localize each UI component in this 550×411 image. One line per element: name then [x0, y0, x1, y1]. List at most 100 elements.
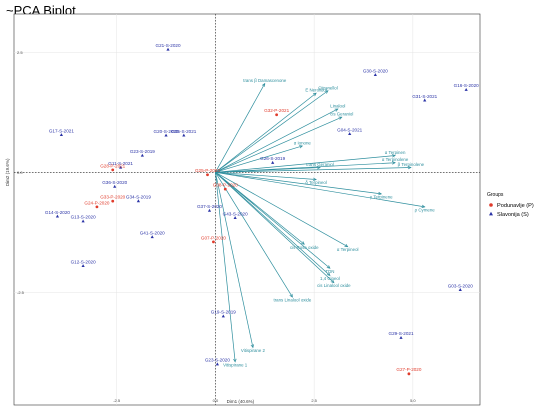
vector-label: E Nerolidol: [305, 88, 326, 93]
point-label: G16-S-2020: [454, 83, 479, 88]
vector-label: TDN: [325, 269, 334, 274]
loading-vector-arrowhead: [326, 272, 331, 277]
data-point: [207, 208, 212, 212]
data-point: [150, 235, 154, 239]
data-point: [206, 173, 209, 177]
loading-vector-arrowhead: [324, 90, 329, 94]
point-label: G07-P-2020: [201, 235, 226, 240]
point-label: G19-S-2019: [211, 310, 236, 315]
loading-vector-line: [215, 172, 331, 269]
loading-vector-arrowhead: [378, 191, 383, 196]
y-tick-label: 2.5: [17, 50, 23, 55]
data-point: [81, 264, 85, 267]
data-point: [221, 314, 225, 318]
legend-label: Slavonija (S): [497, 212, 529, 218]
data-point: [81, 219, 85, 223]
point-label: G11-S-2021: [108, 161, 133, 166]
x-tick-label: 2.5: [311, 398, 317, 403]
data-point: [166, 47, 170, 51]
loading-vector-arrowhead: [338, 116, 343, 120]
loading-vector-line: [215, 162, 396, 173]
data-point: [373, 73, 377, 77]
vector-label: Vitispirane 1: [223, 362, 248, 367]
loading-vector-line: [215, 171, 382, 195]
vector-label: ρ Cymene: [415, 207, 436, 212]
loading-vector-arrowhead: [289, 293, 293, 298]
point-label: G04-S-2021: [337, 127, 362, 132]
score-points: G21-S-2020 G30-S-2020 G16-S-2020 G31-S-2021…: [45, 43, 479, 376]
data-point: [212, 240, 215, 244]
point-label: G14-S-2020: [45, 210, 70, 215]
vector-label: trans Linalool oxide: [273, 298, 311, 303]
zero-lines: [14, 14, 480, 405]
plot-panel: [13, 13, 481, 406]
loading-vector-arrowhead: [326, 265, 331, 269]
point-label: G13-S-2020: [71, 215, 96, 220]
point-label: G23-S-2020: [205, 358, 230, 363]
data-point: [140, 153, 144, 157]
point-label: G05-S-2021: [171, 129, 196, 134]
point-label: G36-S-2020: [102, 180, 127, 185]
legend: Groups Podunavlje (P) Slavonija (S): [487, 192, 534, 218]
data-point: [111, 199, 115, 203]
point-label: G25-P-2020: [195, 168, 220, 173]
vector-label: 1,4 Cineol: [320, 276, 340, 281]
vector-label: α Terpinolene: [382, 157, 409, 162]
x-tick-label: 0.0: [213, 398, 219, 403]
y-axis-label: Dim2 (19.6%): [5, 158, 10, 186]
data-point: [399, 336, 403, 339]
point-label: G29-S-2021: [389, 331, 414, 336]
point-label: G03-S-2020: [448, 283, 473, 288]
point-label: G32-P-2021: [264, 108, 289, 113]
loading-vector-arrowhead: [301, 241, 305, 245]
vector-label: Citronellol: [318, 85, 338, 90]
vector-label: Linalool: [330, 103, 345, 108]
data-point: [348, 132, 352, 136]
x-axis-label: Dim1 (40.6%): [227, 399, 255, 404]
vector-label: cis Geraniol: [330, 112, 353, 117]
data-point: [423, 98, 427, 102]
data-point: [119, 165, 123, 169]
point-label: G24-P-2020: [84, 200, 109, 205]
y-tick-label: 0.0: [17, 170, 23, 175]
loading-vector-line: [215, 116, 342, 173]
vector-label: cis Linalool oxide: [317, 283, 351, 288]
loading-vector-arrowhead: [233, 358, 237, 363]
data-point: [136, 199, 140, 203]
loading-vector-line: [215, 171, 317, 180]
loading-vector-arrowhead: [312, 92, 317, 97]
point-label: G21-S-2020: [156, 43, 181, 48]
legend-marker-slavonija: [489, 211, 493, 216]
point-label: G30-S-2020: [363, 68, 388, 73]
legend-title: Groups: [487, 192, 504, 198]
loading-vector-line: [215, 92, 317, 173]
vector-label: trans β Damascenone: [243, 78, 287, 83]
point-label: G27-P-2020: [396, 367, 421, 372]
loading-vector-arrowhead: [392, 161, 396, 165]
point-label: G41-S-2020: [140, 230, 165, 235]
loading-vector-arrowhead: [299, 145, 304, 149]
loading-vector-line: [215, 172, 254, 348]
x-tick-label: 5.0: [410, 398, 416, 403]
loading-vector-arrowhead: [421, 204, 426, 209]
point-label: G37-S-2020: [197, 204, 222, 209]
vector-label: Vitispirane 2: [241, 348, 266, 353]
point-label: G43-S-2020: [223, 211, 248, 216]
vector-label: δ Terpineol: [305, 180, 327, 185]
loading-vector-line: [215, 108, 338, 173]
loading-vector-line: [215, 90, 329, 173]
vector-label: β Terpinolene: [398, 162, 425, 167]
point-label: G12-S-2020: [71, 259, 96, 264]
data-point: [95, 205, 99, 209]
vector-label: trans Geraniol: [306, 162, 334, 167]
loading-vector-line: [215, 172, 293, 298]
vector-label: γ Terpinene: [370, 194, 393, 199]
loading-vector-arrowhead: [344, 243, 349, 248]
loading-vector-arrowhead: [407, 165, 412, 170]
data-point: [464, 88, 468, 91]
data-point: [164, 133, 168, 137]
loading-vector-arrowhead: [391, 154, 396, 158]
data-point: [233, 216, 237, 219]
point-label: G17-S-2021: [49, 128, 74, 133]
